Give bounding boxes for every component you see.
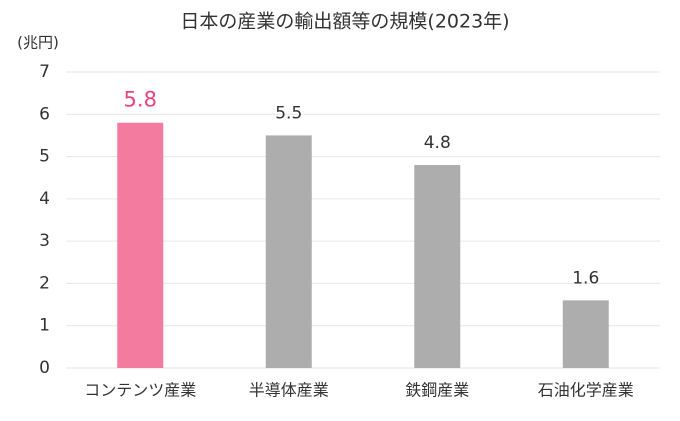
bar [562,300,609,368]
y-tick-label: 7 [39,62,50,82]
y-tick-label: 6 [39,104,50,124]
y-tick-label: 0 [39,358,50,378]
bar [265,135,312,368]
data-label: 5.8 [124,88,157,112]
bar [414,165,461,368]
y-tick-label: 2 [39,273,50,293]
y-tick-label: 3 [39,231,50,251]
chart-title: 日本の産業の輸出額等の規模(2023年) [180,11,509,33]
bar [117,122,164,368]
x-tick-label: 鉄鋼産業 [405,381,469,400]
y-axis-label: (兆円) [17,34,59,52]
y-tick-label: 4 [39,189,50,209]
y-tick-label: 5 [39,147,50,167]
y-tick-label: 1 [39,316,50,336]
data-label: 1.6 [572,268,599,288]
x-tick-label: 石油化学産業 [538,381,634,400]
x-tick-label: 半導体産業 [249,381,329,400]
x-tick-label: コンテンツ産業 [84,381,196,400]
data-label: 4.8 [424,133,451,153]
data-label: 5.5 [275,103,302,123]
